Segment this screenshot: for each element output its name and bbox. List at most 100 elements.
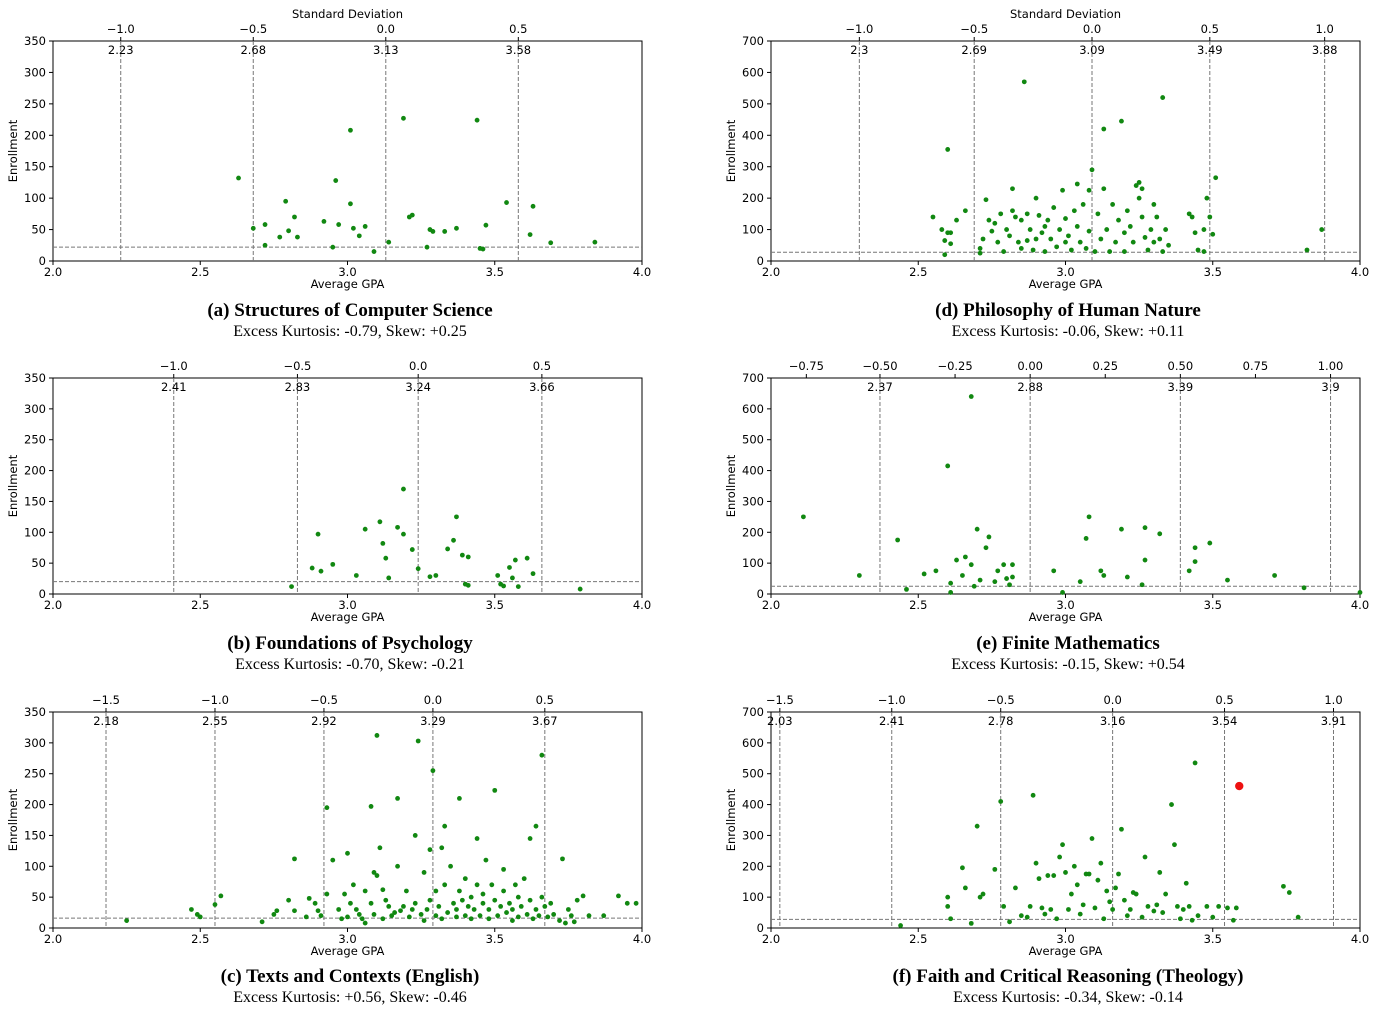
data-point: [1039, 905, 1045, 911]
top-tick-label: 1.00: [1318, 359, 1344, 373]
data-point: [1119, 526, 1124, 532]
data-point: [563, 920, 568, 926]
data-point: [492, 787, 498, 793]
data-point: [1092, 249, 1098, 254]
data-point: [465, 904, 471, 909]
panel-b: [49, 374, 643, 598]
top-tick-label: −0.75: [789, 359, 824, 373]
data-point: [333, 178, 339, 183]
data-point: [250, 225, 256, 231]
panel-c: [49, 708, 643, 932]
data-point: [1122, 230, 1127, 236]
data-point: [380, 916, 386, 922]
data-point: [1136, 195, 1142, 201]
data-point: [1186, 904, 1192, 909]
data-point: [421, 918, 427, 923]
data-point: [386, 904, 392, 909]
data-point: [1210, 914, 1216, 920]
data-point: [1186, 568, 1192, 574]
data-point: [571, 919, 577, 925]
data-point: [968, 920, 974, 926]
data-point: [1007, 919, 1012, 925]
data-point: [633, 900, 639, 906]
data-point: [1077, 579, 1083, 585]
data-point: [480, 900, 486, 906]
data-point: [474, 882, 480, 888]
data-point: [1142, 235, 1148, 240]
data-point: [1124, 208, 1130, 214]
y-tick-label: 350: [24, 34, 46, 48]
data-point: [492, 897, 498, 903]
data-point: [524, 912, 530, 917]
y-tick-label: 100: [742, 223, 764, 237]
sd-value-label: 2.92: [311, 714, 337, 728]
data-point: [998, 799, 1004, 804]
data-point: [1045, 217, 1051, 223]
data-point: [386, 239, 392, 245]
sd-value-label: 3.67: [532, 714, 558, 728]
y-tick-label: 0: [39, 587, 46, 601]
data-point: [1074, 224, 1080, 229]
y-axis-label: Enrollment: [724, 119, 738, 182]
data-point: [1142, 854, 1148, 860]
data-point: [960, 865, 965, 871]
top-tick-label: 0.0: [1083, 22, 1101, 36]
data-point: [974, 823, 980, 829]
y-tick-label: 350: [24, 705, 46, 719]
data-point: [356, 233, 362, 239]
data-point: [1139, 214, 1145, 220]
caption-stats: Excess Kurtosis: -0.06, Skew: +0.11: [951, 323, 1185, 340]
y-axis-label: Enrollment: [724, 454, 738, 517]
data-point: [430, 768, 436, 774]
data-point: [948, 230, 954, 236]
top-tick-label: −0.25: [937, 359, 972, 373]
data-point: [1104, 888, 1110, 894]
data-point: [565, 907, 571, 912]
x-tick-label: 3.0: [1056, 265, 1074, 279]
caption-b: (b) Foundations of Psychology Excess Kur…: [30, 633, 670, 675]
data-point: [527, 897, 533, 903]
data-point: [1133, 891, 1139, 897]
sd-value-label: 2.55: [202, 714, 228, 728]
data-point: [1101, 126, 1107, 132]
data-point: [386, 575, 392, 581]
data-point: [1077, 911, 1083, 917]
data-point: [521, 876, 527, 882]
data-point: [1095, 877, 1101, 883]
data-point: [189, 907, 194, 912]
data-point: [983, 545, 989, 551]
data-point: [898, 923, 903, 928]
data-point: [1048, 236, 1054, 242]
data-point: [1010, 208, 1015, 214]
data-point: [1139, 914, 1145, 920]
data-point: [1063, 870, 1068, 875]
sd-value-label: 2.41: [879, 714, 905, 728]
data-point: [501, 583, 506, 589]
y-tick-label: 50: [31, 890, 46, 904]
data-point: [1110, 907, 1116, 912]
data-point: [977, 246, 983, 251]
caption-stats: Excess Kurtosis: -0.34, Skew: -0.14: [953, 989, 1183, 1006]
data-point: [457, 888, 462, 894]
data-point: [507, 565, 512, 570]
y-tick-label: 100: [742, 556, 764, 570]
data-point: [1157, 531, 1163, 537]
data-point: [986, 534, 992, 540]
data-point: [992, 866, 998, 872]
caption-title: (d) Philosophy of Human Nature: [935, 300, 1201, 321]
data-point: [1066, 233, 1071, 239]
data-point: [948, 590, 954, 595]
data-point: [501, 866, 506, 872]
data-point: [1113, 239, 1118, 245]
data-point: [409, 907, 415, 912]
data-point: [1116, 217, 1121, 223]
data-point: [1169, 802, 1174, 807]
data-point: [350, 225, 356, 231]
data-point: [800, 514, 806, 520]
data-point: [1083, 536, 1089, 541]
x-axis-label: Average GPA: [1029, 944, 1103, 958]
data-point: [309, 565, 315, 571]
x-axis-label: Average GPA: [1029, 610, 1103, 624]
data-point: [1092, 905, 1098, 911]
data-point: [374, 733, 380, 738]
